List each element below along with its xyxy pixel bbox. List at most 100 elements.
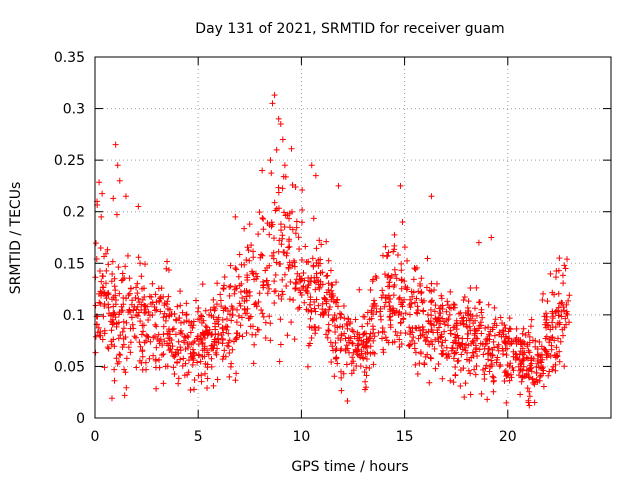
data-point	[180, 355, 187, 362]
data-point	[142, 359, 149, 366]
data-point	[447, 377, 454, 384]
data-point	[177, 319, 184, 326]
data-point	[189, 346, 196, 353]
data-point	[125, 292, 132, 299]
data-point	[210, 296, 217, 303]
data-point	[530, 379, 537, 386]
data-point	[325, 312, 332, 319]
data-point	[518, 378, 525, 385]
data-point	[464, 304, 471, 311]
data-point	[322, 307, 329, 314]
data-point	[190, 318, 197, 325]
data-point	[110, 320, 117, 327]
y-tick-label: 0.35	[54, 50, 85, 66]
data-point	[386, 279, 393, 286]
data-point	[362, 378, 369, 385]
data-point	[513, 325, 520, 332]
data-point	[532, 343, 539, 350]
data-point	[563, 310, 570, 317]
data-point	[267, 320, 274, 327]
data-point	[428, 320, 435, 327]
data-point	[333, 296, 340, 303]
data-point	[369, 278, 376, 285]
data-point	[260, 284, 267, 291]
data-point	[443, 308, 450, 315]
data-point	[181, 339, 188, 346]
data-point	[501, 369, 508, 376]
data-point	[163, 301, 170, 308]
data-point	[319, 300, 326, 307]
data-point	[223, 315, 230, 322]
data-point	[152, 321, 159, 328]
data-point	[542, 346, 549, 353]
data-point	[385, 298, 392, 305]
data-point	[319, 312, 326, 319]
data-point	[481, 371, 488, 378]
data-point	[250, 254, 257, 261]
data-point	[507, 326, 514, 333]
data-point	[260, 216, 267, 223]
data-point	[316, 237, 323, 244]
data-point	[271, 92, 278, 99]
data-point	[98, 213, 105, 220]
axis-ticks: 0 0.05 0.1 0.15 0.2 0.25 0.3 0.35 0 5 10 15 20	[54, 50, 611, 445]
data-point	[550, 313, 557, 320]
data-point	[363, 364, 370, 371]
data-point	[122, 263, 129, 270]
data-point	[201, 370, 208, 377]
data-point	[406, 311, 413, 318]
data-point	[279, 185, 286, 192]
data-point	[515, 372, 522, 379]
data-point	[528, 368, 535, 375]
data-point	[312, 286, 319, 293]
data-point	[112, 301, 119, 308]
data-point	[100, 313, 107, 320]
data-point	[160, 314, 167, 321]
data-point	[217, 297, 224, 304]
data-point	[317, 269, 324, 276]
data-point	[540, 383, 547, 390]
data-point	[202, 323, 209, 330]
data-point	[469, 349, 476, 356]
data-point	[281, 224, 288, 231]
data-point	[517, 391, 524, 398]
data-point	[346, 337, 353, 344]
data-point	[105, 261, 112, 268]
data-point	[226, 283, 233, 290]
data-point	[226, 373, 233, 380]
data-point	[431, 308, 438, 315]
x-tick-label: 20	[499, 429, 517, 445]
data-point	[424, 311, 431, 318]
data-point	[289, 182, 296, 189]
data-point	[147, 338, 154, 345]
data-point	[392, 328, 399, 335]
data-point	[380, 346, 387, 353]
data-point	[428, 298, 435, 305]
data-point	[344, 322, 351, 329]
data-point	[266, 285, 273, 292]
data-point	[414, 303, 421, 310]
data-point	[231, 290, 238, 297]
data-point	[177, 347, 184, 354]
data-point	[552, 308, 559, 315]
data-point	[212, 349, 219, 356]
data-point	[556, 358, 563, 365]
data-point	[375, 329, 382, 336]
data-point	[547, 353, 554, 360]
data-point	[504, 362, 511, 369]
data-point	[438, 292, 445, 299]
data-point	[404, 284, 411, 291]
data-point	[526, 402, 533, 409]
data-point	[536, 338, 543, 345]
data-point	[505, 335, 512, 342]
data-point	[526, 393, 533, 400]
data-point	[179, 309, 186, 316]
data-point	[422, 338, 429, 345]
data-point	[399, 219, 406, 226]
data-point	[113, 211, 120, 218]
data-point	[459, 346, 466, 353]
data-point	[187, 387, 194, 394]
data-point	[232, 213, 239, 220]
data-point	[209, 331, 216, 338]
data-point	[563, 301, 570, 308]
